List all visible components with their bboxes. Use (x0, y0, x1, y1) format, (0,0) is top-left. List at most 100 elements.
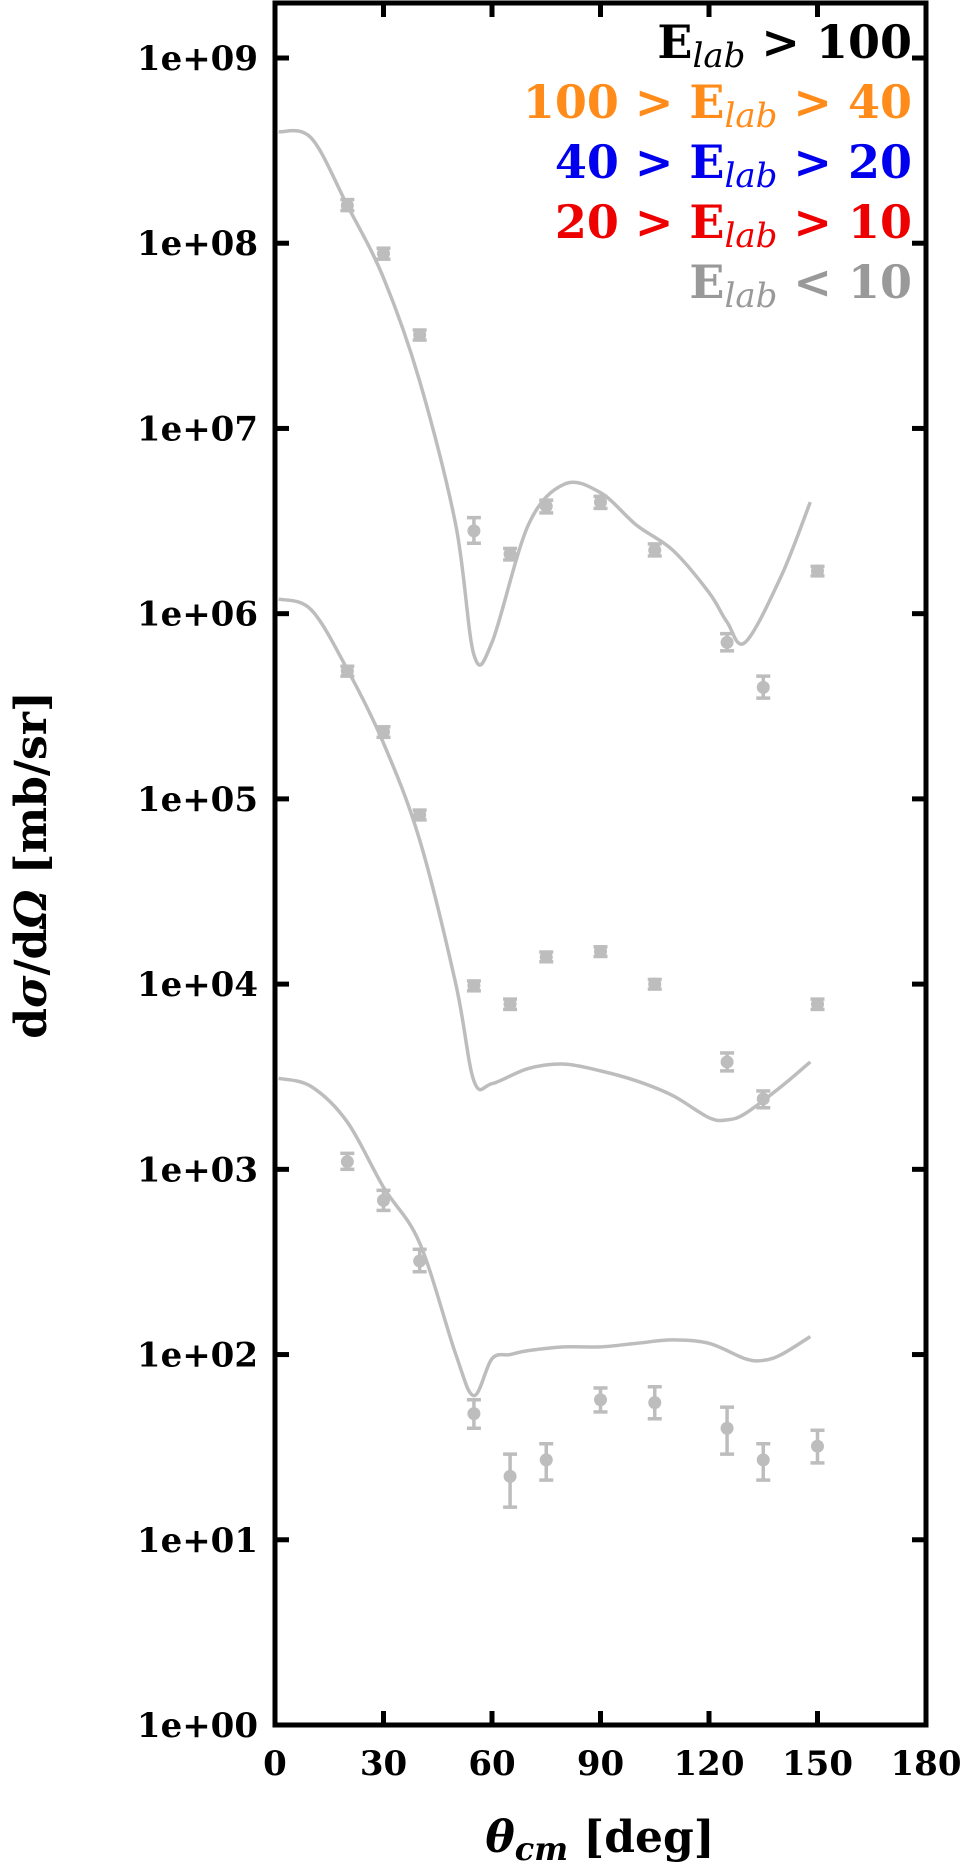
data-marker (648, 977, 662, 991)
data-marker (413, 328, 427, 342)
data-marker (413, 808, 427, 822)
data-point-2-8 (647, 977, 662, 991)
data-point-2-7 (593, 944, 608, 959)
y-tick-label-2: 1e+02 (137, 1336, 258, 1376)
data-point-2-11 (810, 997, 825, 1012)
data-marker (756, 680, 770, 694)
model-curve-1 (278, 128, 812, 667)
x-tick-label-6: 180 (891, 1744, 962, 1784)
data-marker (377, 247, 390, 261)
model-curves (278, 128, 812, 1398)
data-point-3-1 (340, 1151, 355, 1172)
data-point-1-1 (340, 197, 355, 213)
data-point-1-6 (539, 498, 554, 515)
data-marker (594, 495, 607, 509)
data-marker (811, 1439, 824, 1453)
data-point-2-9 (720, 1051, 735, 1073)
data-marker (467, 524, 481, 538)
data-marker (811, 564, 824, 578)
y-tick-label-9: 1e+09 (137, 39, 258, 79)
data-marker (377, 725, 390, 739)
data-point-2-1 (340, 664, 355, 678)
legend-entry-1: Elab > 100 (657, 15, 912, 76)
data-marker (648, 1396, 662, 1410)
axis-ticks (272, 3, 929, 1728)
data-marker (377, 1193, 390, 1207)
y-tick-labels: 1e+00 1e+01 1e+02 1e+03 1e+04 1e+05 1e+06 1e+07… (137, 39, 258, 1746)
data-point-1-4 (466, 515, 481, 545)
y-tick-label-4: 1e+04 (137, 965, 258, 1005)
data-point-2-6 (539, 950, 554, 964)
x-axis-label: θcm [deg] (485, 1812, 714, 1868)
data-point-3-9 (720, 1405, 735, 1456)
legend-entry-4: 20 > Elab > 10 (555, 195, 912, 256)
data-points (340, 197, 825, 1509)
data-point-3-3 (412, 1247, 427, 1274)
data-marker (467, 1407, 481, 1421)
data-point-2-3 (412, 808, 427, 822)
data-point-2-2 (376, 725, 391, 740)
x-tick-label-0: 0 (263, 1744, 287, 1784)
x-tick-label-1: 30 (360, 1744, 407, 1784)
data-point-3-6 (539, 1441, 554, 1482)
data-marker (413, 1254, 427, 1268)
data-point-2-5 (503, 997, 518, 1012)
data-marker (340, 198, 354, 212)
data-point-1-3 (412, 328, 427, 342)
data-marker (594, 944, 607, 958)
data-point-3-10 (756, 1441, 771, 1482)
data-marker (539, 499, 553, 513)
data-point-1-9 (720, 631, 735, 653)
data-marker (720, 1421, 734, 1435)
data-point-3-4 (466, 1398, 481, 1431)
data-point-2-4 (466, 979, 481, 993)
data-point-1-10 (756, 674, 771, 700)
data-marker (539, 1453, 553, 1467)
data-point-1-11 (810, 564, 825, 578)
data-point-3-2 (376, 1188, 391, 1213)
data-point-1-5 (503, 546, 518, 562)
legend-entry-2: 100 > Elab > 40 (523, 75, 912, 136)
y-tick-label-7: 1e+07 (137, 409, 258, 449)
data-marker (594, 1393, 607, 1407)
y-tick-label-6: 1e+06 (137, 595, 258, 635)
y-tick-label-3: 1e+03 (137, 1150, 258, 1190)
y-tick-label-1: 1e+01 (137, 1521, 258, 1561)
data-point-3-5 (503, 1452, 518, 1509)
data-point-1-2 (376, 246, 391, 261)
x-tick-label-4: 120 (674, 1744, 745, 1784)
x-tick-label-2: 60 (468, 1744, 515, 1784)
x-tick-label-5: 150 (782, 1744, 853, 1784)
y-tick-label-8: 1e+08 (137, 224, 258, 264)
data-point-3-11 (810, 1428, 825, 1465)
data-marker (811, 997, 824, 1011)
data-point-1-7 (593, 494, 608, 511)
data-point-2-10 (756, 1089, 771, 1110)
data-marker (503, 1469, 517, 1483)
x-tick-labels: 0 30 60 90 120 150 180 (263, 1744, 961, 1784)
data-marker (756, 1092, 770, 1106)
data-marker (756, 1453, 770, 1467)
data-marker (340, 1155, 354, 1169)
data-marker (720, 1055, 734, 1069)
data-marker (539, 950, 553, 964)
legend-entry-5: Elab < 10 (689, 255, 912, 316)
data-marker (648, 543, 662, 557)
data-point-1-8 (647, 542, 662, 558)
data-marker (720, 635, 734, 649)
y-axis-label: dσ/dΩ [mb/sr] (6, 691, 57, 1039)
data-point-3-8 (647, 1385, 662, 1421)
legend-entry-3: 40 > Elab > 20 (555, 135, 912, 196)
data-point-3-7 (593, 1386, 608, 1414)
model-curve-2 (278, 597, 812, 1123)
y-tick-label-5: 1e+05 (137, 780, 258, 820)
y-tick-label-0: 1e+00 (137, 1706, 258, 1746)
data-marker (340, 664, 354, 678)
legend: Elab > 100 100 > Elab > 40 40 > Elab > 2… (523, 15, 912, 316)
data-marker (467, 979, 481, 993)
model-curve-3 (278, 1076, 812, 1398)
x-tick-label-3: 90 (577, 1744, 624, 1784)
data-marker (503, 997, 517, 1011)
data-marker (503, 547, 517, 561)
